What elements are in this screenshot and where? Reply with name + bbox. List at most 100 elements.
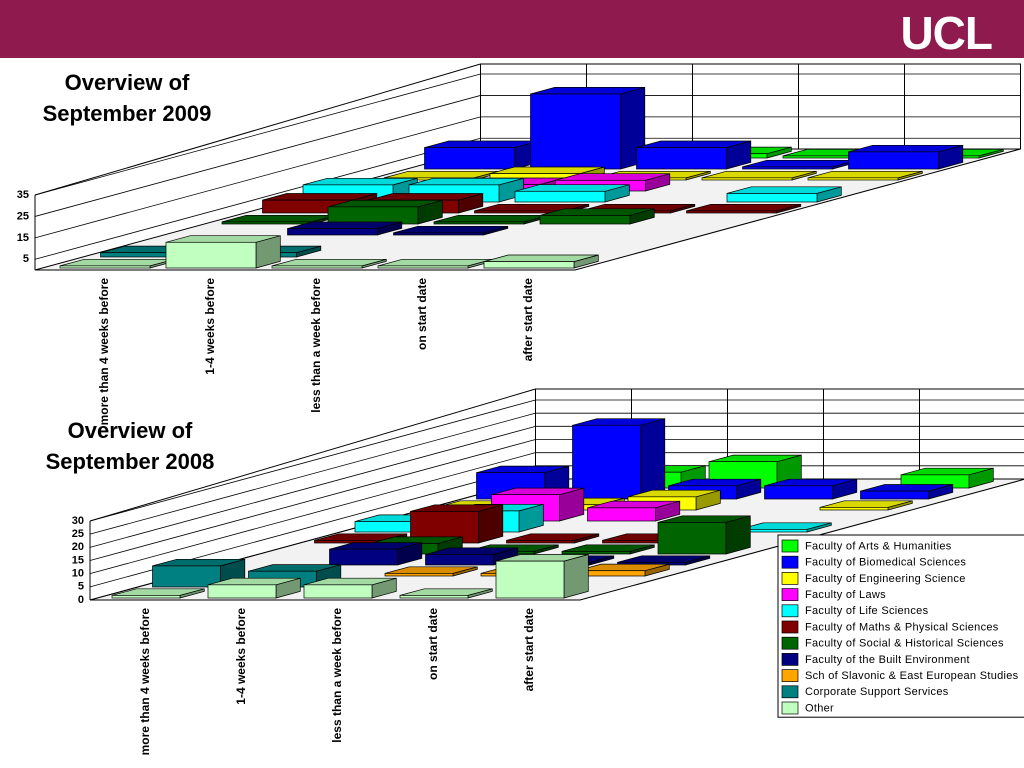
bar: Faculty of Engineering Science	[819, 500, 913, 511]
legend-swatch	[781, 653, 799, 666]
bar: Faculty of Social & Historical Sciences	[539, 208, 655, 225]
chart-title: Overview of September 2008	[45, 418, 215, 474]
bar: Faculty of Life Sciences	[514, 184, 630, 203]
grid-line	[89, 412, 536, 535]
legend-swatch	[781, 701, 799, 715]
legend-label: Faculty of Maths & Physical Sciences	[805, 621, 999, 633]
y-tick-label: 15	[17, 232, 29, 244]
bar: Faculty of Biomedical Sciences	[476, 465, 570, 500]
legend-swatch	[781, 588, 799, 601]
bar: Faculty of Maths & Physical Sciences	[506, 533, 600, 544]
x-tick-label: on start date	[415, 278, 429, 350]
legend-label: Faculty of Arts & Humanities	[805, 540, 952, 552]
y-tick-label: 35	[17, 189, 29, 201]
grid-line	[89, 452, 536, 575]
y-tick-label: 0	[78, 594, 84, 606]
x-tick-label: after start date	[522, 608, 536, 692]
bar: Faculty of Engineering Science	[807, 170, 923, 181]
y-tick-label: 15	[72, 554, 84, 566]
bar: Other	[165, 235, 281, 269]
bar: Faculty of Maths & Physical Sciences	[686, 203, 802, 214]
bar: Faculty of Laws	[587, 500, 681, 522]
y-tick-label: 25	[72, 528, 84, 540]
bar: Other	[399, 588, 493, 599]
bar-front	[327, 206, 419, 225]
x-tick-label: more than 4 weeks before	[97, 278, 111, 426]
bar-front	[152, 565, 221, 588]
bar-front	[399, 595, 469, 599]
x-tick-label: more than 4 weeks before	[138, 608, 152, 756]
legend-label: Faculty of Social & Historical Sciences	[805, 638, 1004, 650]
bar-front	[860, 490, 929, 500]
bar: Faculty of the Built Environment	[287, 221, 403, 236]
bar: Faculty of Biomedical Sciences	[764, 478, 858, 500]
bar-front	[561, 551, 631, 555]
bar-front	[384, 573, 454, 577]
legend-box	[777, 534, 1024, 718]
bar-front	[433, 221, 525, 225]
side-wall-top	[34, 63, 481, 196]
bar-front	[207, 584, 277, 599]
x-tick-label: after start date	[521, 278, 535, 362]
bar: Faculty of Biomedical Sciences	[572, 418, 666, 500]
bar-front	[111, 595, 181, 599]
bar-front	[393, 232, 484, 236]
bar: Other	[483, 254, 599, 269]
y-tick-label: 5	[23, 253, 29, 265]
legend-label: Other	[805, 702, 834, 714]
legend-swatch	[781, 685, 799, 699]
bar-front	[764, 485, 833, 500]
x-tick-label: less than a week before	[330, 608, 344, 743]
bar: Faculty of Biomedical Sciences	[860, 484, 954, 500]
bar-front	[424, 147, 515, 170]
bar-front	[819, 507, 889, 511]
side-wall-top	[89, 388, 536, 522]
bar: Other	[303, 577, 397, 599]
bar-side	[640, 418, 666, 500]
bar: Faculty of Biomedical Sciences	[848, 144, 964, 170]
x-tick-label: less than a week before	[309, 278, 323, 413]
bar-front	[657, 522, 727, 555]
bar-front	[636, 147, 727, 170]
bar-side	[563, 554, 589, 599]
bar: Other	[207, 577, 301, 599]
grid-line	[89, 399, 536, 522]
bar: Faculty of Life Sciences	[738, 522, 832, 533]
bar-front	[701, 177, 793, 181]
y-tick-label: 25	[17, 210, 29, 222]
chart-title: Overview of September 2009	[42, 70, 212, 126]
legend-swatch	[781, 604, 799, 618]
y-tick-label: 5	[78, 581, 84, 593]
legend-swatch	[781, 620, 799, 634]
grid-line	[89, 425, 536, 548]
bar-front	[483, 261, 575, 269]
bar-front	[514, 190, 606, 203]
bar-front	[807, 177, 899, 181]
bar: Faculty of Engineering Science	[701, 170, 817, 181]
legend-label: Sch of Slavonic & East European Studies	[805, 670, 1019, 682]
bar-front	[530, 93, 621, 170]
bar: Faculty of Social & Historical Sciences	[327, 199, 443, 225]
legend-swatch	[781, 669, 799, 682]
bar: Faculty of Life Sciences	[726, 186, 842, 203]
bar: Other	[495, 554, 589, 599]
bar: Faculty of Social & Historical Sciences	[657, 515, 751, 555]
legend-swatch	[781, 539, 799, 553]
legend-label: Faculty of Life Sciences	[805, 605, 929, 617]
legend-label: Faculty of Laws	[805, 589, 886, 601]
bar-front	[572, 424, 641, 500]
bar: Faculty of the Built Environment	[393, 225, 509, 236]
legend-swatch	[781, 572, 799, 585]
x-tick-label: on start date	[426, 608, 440, 680]
bar-front	[425, 554, 494, 566]
bar: Other	[111, 588, 205, 599]
logo: UCL	[900, 7, 993, 59]
bar-front	[59, 265, 151, 269]
bar-front	[377, 265, 469, 269]
bar-front	[287, 228, 378, 236]
bar-front	[329, 548, 398, 566]
bar-front	[742, 166, 833, 170]
grid-line	[34, 95, 481, 217]
